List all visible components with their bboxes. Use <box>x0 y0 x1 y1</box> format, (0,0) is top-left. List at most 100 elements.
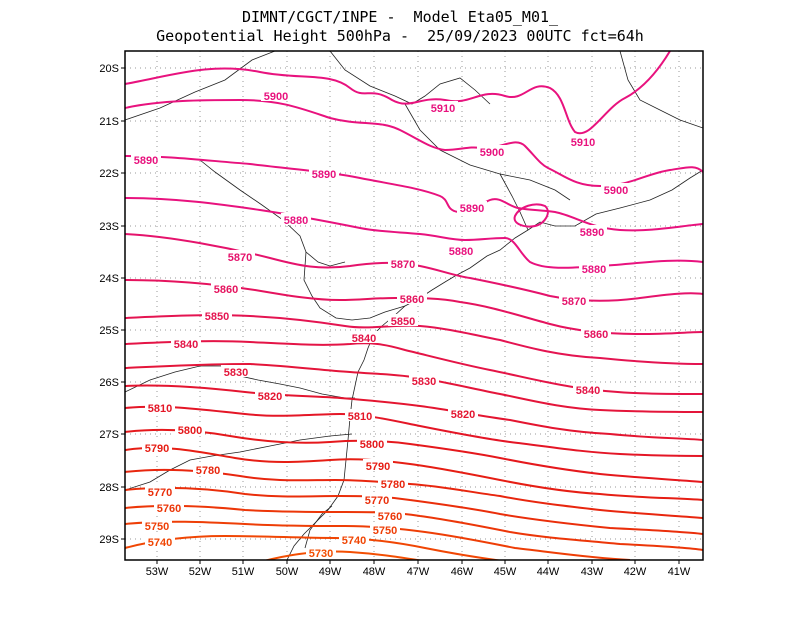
state-border <box>125 51 276 121</box>
contour-5770 <box>125 486 703 535</box>
contour-5730 <box>263 550 424 560</box>
y-tick-label: 27S <box>99 429 119 441</box>
contour-label: 5900 <box>604 185 628 197</box>
axis-ticks <box>121 67 680 564</box>
contour-label: 5800 <box>360 439 384 451</box>
contour-label-bg <box>363 459 393 471</box>
contour-5810 <box>125 405 703 457</box>
contour-label: 5840 <box>352 333 376 345</box>
contour-label: 5910 <box>431 103 455 115</box>
contour-5910 <box>125 51 671 135</box>
contour-label-bg <box>145 401 175 413</box>
state-border <box>199 159 346 267</box>
contour-label: 5730 <box>309 548 333 560</box>
x-tick-label: 47W <box>407 566 430 578</box>
contour-label-bg <box>255 389 285 401</box>
state-border <box>499 173 529 231</box>
y-tick-label: 24S <box>99 273 119 285</box>
y-axis-labels: 20S 21S 22S 23S 24S 25S 26S 27S 28S 29S <box>99 63 119 546</box>
contour-label: 5760 <box>157 503 181 515</box>
contour-label: 5740 <box>342 535 366 547</box>
contour-label-bg <box>131 153 161 165</box>
contour-label-bg <box>261 89 291 101</box>
contour-label: 5790 <box>145 443 169 455</box>
contour-label: 5750 <box>373 525 397 537</box>
contour-label-bg <box>397 292 427 304</box>
x-tick-label: 41W <box>668 566 691 578</box>
contour-label: 5840 <box>576 385 600 397</box>
x-axis-labels: 53W 52W 51W 50W 49W 48W 47W 46W 45W 44W … <box>146 566 691 578</box>
contour-label: 5830 <box>224 367 248 379</box>
contour-label-bg <box>171 337 201 349</box>
contour-label: 5740 <box>148 537 172 549</box>
y-tick-label: 29S <box>99 534 119 546</box>
y-tick-label: 20S <box>99 63 119 75</box>
contour-label: 5810 <box>348 411 372 423</box>
contour-label: 5890 <box>312 169 336 181</box>
state-border <box>125 365 355 399</box>
contour-label: 5870 <box>228 252 252 264</box>
contour-5890-ring <box>513 203 549 228</box>
coastline <box>286 169 703 560</box>
contour-label-bg <box>175 423 205 435</box>
contour-label: 5840 <box>174 339 198 351</box>
contour-label-bg <box>306 546 336 558</box>
x-tick-label: 50W <box>276 566 299 578</box>
contour-5790 <box>125 446 703 501</box>
contour-label-bg <box>339 533 369 545</box>
contour-label-bg <box>477 145 507 157</box>
contour-label-bg <box>446 244 476 256</box>
contour-label-bg <box>309 167 339 179</box>
contour-label: 5820 <box>451 409 475 421</box>
contour-label-bg <box>378 477 408 489</box>
x-tick-label: 52W <box>189 566 212 578</box>
contour-label: 5870 <box>562 296 586 308</box>
y-tick-label: 25S <box>99 325 119 337</box>
contour-label-bg <box>370 523 400 535</box>
contour-label-bg <box>154 501 184 513</box>
contour-5820 <box>125 384 703 441</box>
contour-5850 <box>125 314 703 365</box>
contour-label: 5860 <box>400 294 424 306</box>
contour-label-bg <box>142 519 172 531</box>
x-tick-label: 53W <box>146 566 169 578</box>
contour-5900 <box>125 98 703 188</box>
x-tick-label: 44W <box>537 566 560 578</box>
contour-label-bg <box>568 135 598 147</box>
contour-label: 5780 <box>381 479 405 491</box>
contour-label-bg <box>388 314 418 326</box>
contour-label: 5900 <box>480 147 504 159</box>
contour-label: 5860 <box>214 284 238 296</box>
x-tick-label: 49W <box>319 566 342 578</box>
contour-label: 5890 <box>134 155 158 167</box>
state-border <box>404 103 571 201</box>
state-border <box>125 433 353 491</box>
contour-label: 5910 <box>571 137 595 149</box>
y-tick-label: 26S <box>99 377 119 389</box>
plot-frame <box>124 50 704 561</box>
contour-label: 5900 <box>264 91 288 103</box>
y-tick-label: 23S <box>99 221 119 233</box>
state-border <box>303 251 406 321</box>
contour-label: 5870 <box>391 259 415 271</box>
contour-label-bg <box>142 441 172 453</box>
contour-label-bg <box>221 365 251 377</box>
contour-label-bg <box>211 282 241 294</box>
contour-label-bg <box>145 485 175 497</box>
contour-label: 5890 <box>580 227 604 239</box>
contour-label: 5810 <box>148 403 172 415</box>
contour-label: 5890 <box>460 203 484 215</box>
x-tick-label: 51W <box>232 566 255 578</box>
y-tick-label: 21S <box>99 116 119 128</box>
contour-label-bg <box>281 213 311 225</box>
contour-label: 5790 <box>366 461 390 473</box>
lagoon <box>304 505 333 549</box>
contour-label-bg <box>362 493 392 505</box>
x-tick-label: 45W <box>494 566 517 578</box>
contour-label-bg <box>601 183 631 195</box>
contour-label: 5880 <box>284 215 308 227</box>
contour-label-bg <box>581 327 611 339</box>
y-tick-label: 22S <box>99 168 119 180</box>
contour-label: 5770 <box>365 495 389 507</box>
